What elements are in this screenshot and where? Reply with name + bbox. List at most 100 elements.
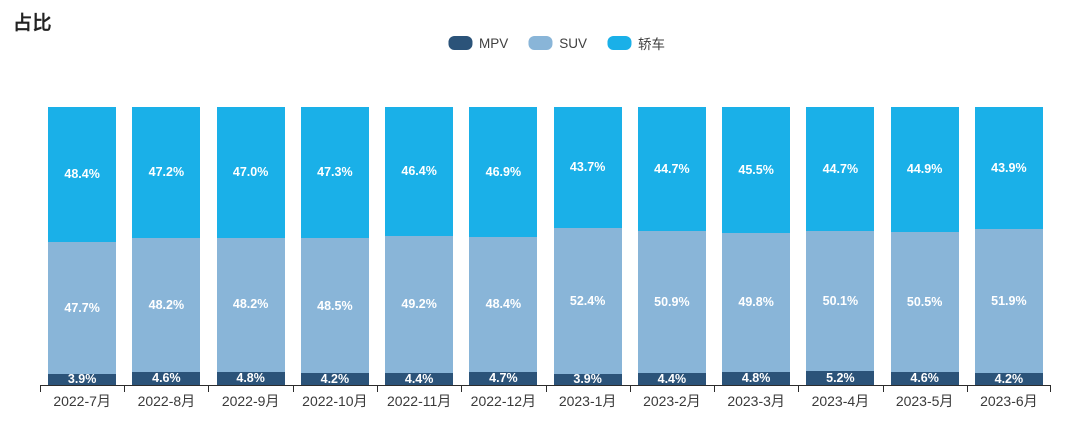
x-axis-label: 2022-10月: [302, 393, 368, 409]
segment-value-label: 48.4%: [485, 297, 522, 312]
segment-suv[interactable]: 49.2%: [385, 235, 454, 373]
segment-sedan[interactable]: 46.4%: [385, 107, 454, 236]
chart-title: 占比: [13, 13, 53, 34]
segment-value-label: 48.2%: [148, 297, 185, 312]
segment-value-label: 4.8%: [236, 371, 265, 386]
segment-suv[interactable]: 52.4%: [553, 228, 622, 375]
axis-tick: [376, 386, 378, 392]
x-axis-label: 2023-5月: [895, 393, 954, 409]
segment-suv[interactable]: 48.2%: [132, 238, 201, 373]
axis-tick: [40, 386, 41, 392]
stacked-bar-2023-2月[interactable]: 44.7% 50.9% 4.4%: [637, 107, 706, 385]
segment-sedan[interactable]: 43.7%: [553, 107, 622, 229]
x-axis-label: 2023-1月: [558, 393, 617, 409]
segment-suv[interactable]: 51.9%: [974, 229, 1043, 374]
segment-suv[interactable]: 48.5%: [300, 238, 369, 374]
axis-tick: [798, 386, 800, 392]
segment-mpv[interactable]: 4.2%: [300, 371, 369, 386]
axis-tick: [713, 386, 715, 392]
segment-sedan[interactable]: 43.9%: [974, 107, 1043, 230]
bar-group: 43.7% 52.4% 3.9%: [546, 107, 630, 385]
legend-swatch-sedan: [607, 36, 632, 50]
segment-sedan[interactable]: 47.3%: [300, 107, 369, 239]
segment-value-label: 3.9%: [573, 372, 602, 387]
bar-group: 44.7% 50.9% 4.4%: [630, 107, 714, 385]
segment-mpv[interactable]: 4.6%: [132, 371, 201, 386]
segment-value-label: 4.8%: [741, 371, 771, 386]
segment-mpv[interactable]: 4.7%: [469, 371, 538, 386]
stacked-bar-2022-12月[interactable]: 46.9% 48.4% 4.7%: [469, 107, 538, 386]
bar-group: 47.2% 48.2% 4.6%: [124, 107, 208, 385]
segment-sedan[interactable]: 47.2%: [132, 107, 201, 239]
segment-mpv[interactable]: 4.6%: [890, 371, 959, 386]
segment-suv[interactable]: 49.8%: [722, 233, 791, 372]
stacked-bar-2023-4月[interactable]: 44.7% 50.1% 5.2%: [806, 107, 875, 385]
segment-value-label: 44.7%: [822, 161, 859, 176]
segment-suv[interactable]: 50.5%: [890, 231, 959, 373]
segment-value-label: 4.6%: [152, 371, 181, 386]
segment-value-label: 49.8%: [738, 295, 774, 310]
stacked-bar-2023-6月[interactable]: 43.9% 51.9% 4.2%: [974, 107, 1043, 386]
legend-label: 轿车: [638, 37, 666, 52]
x-axis-label: 2022-9月: [221, 393, 280, 409]
segment-mpv[interactable]: 4.8%: [722, 371, 791, 386]
segment-value-label: 4.6%: [910, 371, 939, 386]
segment-value-label: 50.5%: [906, 294, 943, 309]
segment-value-label: 49.2%: [401, 297, 437, 312]
segment-mpv[interactable]: 3.9%: [553, 372, 622, 387]
legend-label: MPV: [478, 35, 509, 51]
segment-value-label: 51.9%: [991, 293, 1027, 308]
legend-item-mpv[interactable]: MPV: [447, 35, 509, 51]
segment-suv[interactable]: 50.9%: [637, 231, 706, 373]
axis-tick: [208, 386, 210, 392]
axis-tick: [545, 386, 547, 392]
segment-sedan[interactable]: 45.5%: [722, 107, 791, 234]
segment-suv[interactable]: 50.1%: [806, 231, 875, 371]
segment-sedan[interactable]: 47.0%: [216, 107, 285, 238]
stacked-bar-2022-11月[interactable]: 46.4% 49.2% 4.4%: [385, 107, 454, 386]
segment-value-label: 47.0%: [232, 165, 269, 180]
legend: MPV SUV 轿车: [447, 33, 665, 53]
segment-mpv[interactable]: 4.8%: [216, 371, 285, 386]
segment-value-label: 4.2%: [320, 371, 350, 386]
axis-tick: [882, 386, 884, 392]
axis-tick: [292, 386, 294, 392]
segment-value-label: 5.2%: [826, 370, 855, 385]
segment-sedan[interactable]: 46.9%: [469, 107, 538, 238]
stacked-bar-2023-3月[interactable]: 45.5% 49.8% 4.8%: [722, 107, 791, 386]
segment-value-label: 4.4%: [404, 371, 434, 386]
stacked-bar-2023-1月[interactable]: 43.7% 52.4% 3.9%: [553, 107, 622, 387]
legend-item-suv[interactable]: SUV: [528, 36, 587, 51]
segment-mpv[interactable]: 4.4%: [637, 373, 706, 385]
x-axis-labels: 2022-7月 2022-8月 2022-9月 2022-10月 2022-11月 202…: [40, 391, 1051, 411]
axis-tick: [629, 386, 631, 392]
stacked-bar-2022-7月[interactable]: 48.4% 47.7% 3.9%: [48, 107, 117, 385]
segment-sedan[interactable]: 48.4%: [48, 107, 117, 242]
segment-suv[interactable]: 48.2%: [216, 237, 285, 372]
stacked-bar-2023-5月[interactable]: 44.9% 50.5% 4.6%: [890, 107, 959, 386]
legend-item-sedan[interactable]: 轿车: [607, 33, 665, 53]
segment-value-label: 4.2%: [994, 371, 1024, 386]
x-axis-label: 2023-2月: [643, 393, 701, 409]
segment-value-label: 4.7%: [489, 371, 518, 386]
segment-sedan[interactable]: 44.9%: [890, 107, 959, 232]
bar-group: 46.9% 48.4% 4.7%: [461, 107, 545, 385]
segment-mpv[interactable]: 3.9%: [48, 373, 117, 385]
segment-suv[interactable]: 48.4%: [469, 237, 538, 372]
segment-mpv[interactable]: 5.2%: [806, 370, 875, 385]
segment-value-label: 45.5%: [738, 162, 774, 177]
stacked-bar-2022-8月[interactable]: 47.2% 48.2% 4.6%: [132, 107, 201, 386]
segment-sedan[interactable]: 44.7%: [806, 107, 875, 232]
x-axis-label: 2023-4月: [811, 393, 870, 409]
stacked-bar-2022-9月[interactable]: 47.0% 48.2% 4.8%: [216, 107, 285, 386]
stacked-bar-2022-10月[interactable]: 47.3% 48.5% 4.2%: [300, 107, 369, 386]
segment-value-label: 47.7%: [64, 300, 100, 315]
segment-mpv[interactable]: 4.2%: [974, 371, 1043, 386]
segment-sedan[interactable]: 44.7%: [637, 107, 706, 232]
axis-tick: [1050, 386, 1051, 392]
x-axis-label: 2022-7月: [53, 393, 111, 409]
segment-value-label: 50.1%: [822, 293, 859, 308]
segment-value-label: 43.7%: [569, 160, 606, 175]
segment-suv[interactable]: 47.7%: [48, 241, 117, 375]
segment-mpv[interactable]: 4.4%: [385, 371, 454, 386]
